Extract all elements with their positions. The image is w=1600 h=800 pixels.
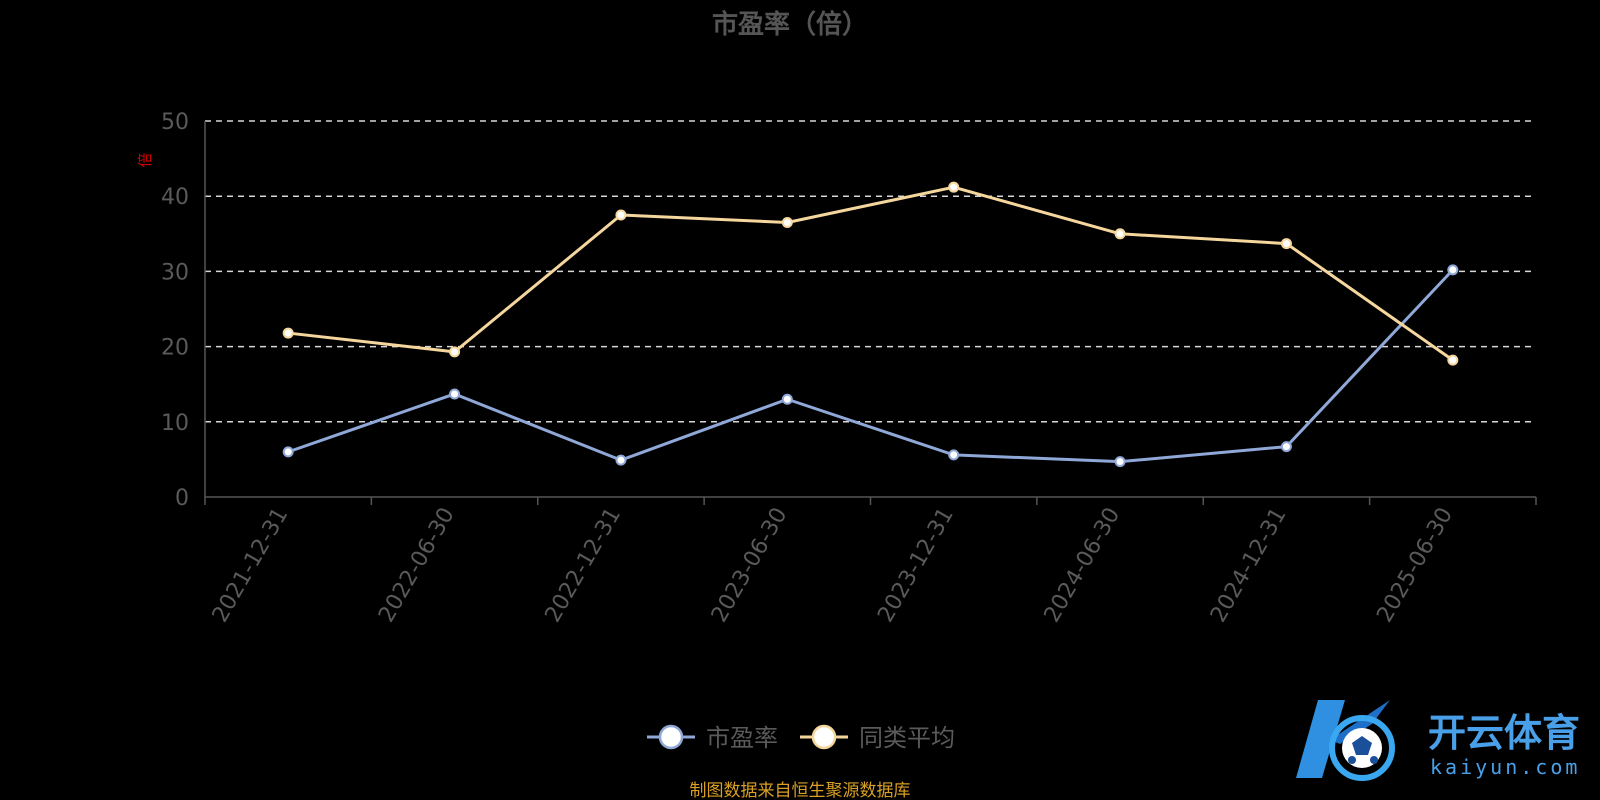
legend: 市盈率 同类平均 [647,724,955,752]
legend-item[interactable]: 同类平均 [800,724,955,752]
x-tick-label: 2023-06-30 [707,504,793,627]
data-point [282,327,294,339]
x-tick-label: 2022-12-31 [541,504,627,627]
y-tick-label: 30 [161,260,189,285]
grid-layer [205,120,1536,423]
x-tick-label: 2024-12-31 [1206,504,1292,627]
y-tick-label: 20 [161,336,189,361]
y-tick-label: 0 [175,486,189,511]
series-layer [282,181,1459,468]
data-point [1280,238,1292,250]
data-point [781,393,793,405]
data-point [449,388,461,400]
y-tick-label: 10 [161,411,189,436]
legend-marker [658,724,684,750]
y-unit-label: 倍 [136,152,154,167]
data-point [615,454,627,466]
data-point [781,217,793,229]
data-point [1114,456,1126,468]
data-point [1114,228,1126,240]
x-tick-label: 2025-06-30 [1372,504,1458,627]
source-note: 制图数据来自恒生聚源数据库 [690,781,911,800]
k-logo-icon [1296,700,1395,781]
x-tick-label: 2023-12-31 [873,504,959,627]
y-tick-label: 40 [161,185,189,210]
data-point [449,346,461,358]
data-point [615,209,627,221]
legend-item[interactable]: 市盈率 [647,724,778,752]
series-line [288,185,1454,362]
data-point [1280,441,1292,453]
data-point [282,446,294,458]
axis-layer: 0 10 20 30 40 50 2021-12-31 2022-06-30 2022-12-3… [161,110,1537,627]
data-point [948,449,960,461]
series-1 [282,264,1459,468]
data-point [1447,264,1459,276]
chart-title: 市盈率（倍） [712,9,868,40]
watermark-name: 开云体育 [1428,711,1580,755]
data-point [948,181,960,193]
x-tick-label: 2022-06-30 [374,504,460,627]
x-tick-label: 2021-12-31 [208,504,294,627]
legend-label: 市盈率 [706,724,778,752]
data-point [1447,354,1459,366]
watermark-domain: kaiyun.com [1430,755,1580,779]
legend-marker [811,724,837,750]
series-line [287,268,1454,464]
watermark-logo: 开云体育 kaiyun.com [1296,700,1580,781]
legend-label: 同类平均 [859,724,955,752]
x-tick-label: 2024-06-30 [1040,504,1126,627]
y-tick-label: 50 [161,110,189,135]
series-2 [282,181,1459,366]
